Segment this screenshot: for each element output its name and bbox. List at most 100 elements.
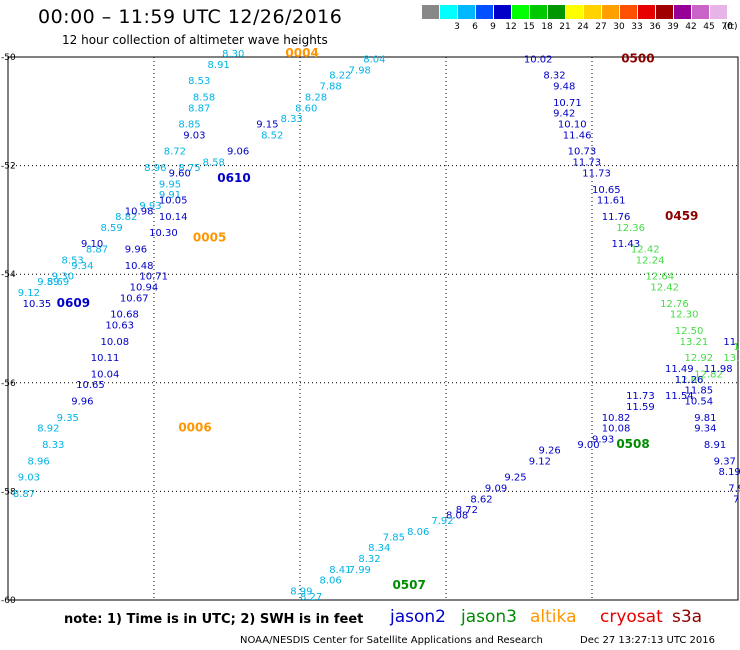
- wave-height-value: 8.33: [281, 114, 303, 125]
- wave-height-value: 10.10: [558, 120, 587, 131]
- wave-height-value: 10.98: [125, 206, 154, 217]
- wave-height-value: 11.61: [597, 196, 626, 207]
- legend-swatch: [566, 5, 583, 19]
- wave-height-value: 8.72: [164, 147, 186, 158]
- wave-height-value: 10.08: [602, 424, 631, 435]
- wave-height-value: 12.60: [675, 375, 704, 386]
- wave-height-value: 12.42: [631, 244, 660, 255]
- wave-height-value: 10.08: [100, 337, 129, 348]
- wave-height-value: 9.95: [159, 179, 181, 190]
- wave-height-value: 8.53: [188, 76, 210, 87]
- wave-height-value: 8.33: [42, 440, 64, 451]
- legend-swatch: [692, 5, 709, 19]
- wave-height-value: 8.82: [115, 212, 137, 223]
- legend-swatch: [440, 5, 457, 19]
- map-subtitle: 12 hour collection of altimeter wave hei…: [62, 33, 328, 47]
- legend-label: 9: [490, 22, 496, 32]
- wave-height-value: 9.93: [592, 435, 614, 446]
- map-title: 00:00 – 11:59 UTC 12/26/2016: [38, 6, 343, 28]
- wave-height-value: 8.19: [719, 467, 740, 478]
- wave-height-value: 9.10: [81, 239, 103, 250]
- wave-height-value: 8.96: [144, 163, 166, 174]
- wave-height-value: 11.85: [684, 386, 713, 397]
- legend-swatch: [602, 5, 619, 19]
- legend-label: 42: [685, 22, 697, 32]
- wave-height-value: 8.27: [300, 592, 322, 603]
- wave-height-value: 9.00: [577, 440, 599, 451]
- wave-height-value: 11.26: [675, 375, 704, 386]
- wave-height-value: 9.03: [183, 130, 205, 141]
- wave-height-value: 8.99: [290, 587, 312, 598]
- legend-swatch: [476, 5, 493, 19]
- wave-height-value: 9.06: [227, 147, 249, 158]
- wave-height-value: 8.06: [319, 576, 341, 587]
- wave-height-value: 11.73: [582, 168, 611, 179]
- wave-height-value: 10.71: [139, 272, 168, 283]
- wave-height-value: 8.87: [86, 244, 108, 255]
- wave-height-value: 11.73: [626, 391, 655, 402]
- wave-height-value: 9.25: [504, 473, 526, 484]
- legend-label: 45: [703, 22, 715, 32]
- wave-height-value: 7.88: [319, 82, 341, 93]
- legend-label: 6: [472, 22, 478, 32]
- wave-height-value: 9.09: [485, 483, 507, 494]
- satellite-legend-item: s3a: [672, 607, 703, 627]
- wave-height-value: 8.96: [27, 456, 49, 467]
- satellite-legend-item: jason3: [461, 607, 517, 627]
- wave-height-value: 9.12: [18, 288, 40, 299]
- wave-height-value: 13.17: [733, 342, 740, 353]
- wave-height-value: 8.06: [407, 527, 429, 538]
- lat-tick-label: -54: [1, 270, 16, 280]
- wave-height-value: 13.08: [723, 353, 740, 364]
- wave-height-value: 12.42: [650, 282, 679, 293]
- wave-height-value: 8.04: [363, 54, 385, 65]
- wave-height-value: 9.35: [57, 413, 79, 424]
- legend-label: 12: [505, 22, 517, 32]
- wave-height-value: 7.92: [728, 483, 740, 494]
- legend-label: 21: [559, 22, 571, 32]
- footer-credit: NOAA/NESDIS Center for Satellite Applica…: [240, 635, 543, 646]
- wave-height-value: 11.54: [665, 391, 694, 402]
- wave-height-value: 10.05: [159, 196, 188, 207]
- track-time-label: 0005: [193, 231, 226, 245]
- legend-swatch: [638, 5, 655, 19]
- wave-height-value: 9.96: [71, 397, 93, 408]
- wave-height-value: 8.85: [178, 120, 200, 131]
- legend-swatch: [584, 5, 601, 19]
- wave-height-value: 12.92: [684, 353, 713, 364]
- wave-height-value: 8.34: [368, 543, 390, 554]
- track-time-label: 0610: [217, 171, 250, 185]
- track-time-label: 0508: [616, 437, 649, 451]
- track-time-label: 0006: [178, 421, 211, 435]
- legend-swatch: [674, 5, 691, 19]
- wave-height-value: 9.42: [553, 109, 575, 120]
- wave-height-value: 10.02: [524, 54, 553, 65]
- wave-height-value: 8.59: [100, 223, 122, 234]
- wave-height-value: 12.24: [636, 255, 665, 266]
- satellite-legend-item: jason2: [390, 607, 446, 627]
- wave-height-value: 9.34: [694, 424, 716, 435]
- units-note: note: 1) Time is in UTC; 2) SWH is in fe…: [64, 612, 364, 627]
- wave-height-value: 8.58: [203, 158, 225, 169]
- wave-height-value: 10.73: [568, 147, 597, 158]
- wave-height-value: 8.60: [295, 103, 317, 114]
- wave-height-value: 12.30: [670, 310, 699, 321]
- wave-height-value: 8.92: [37, 424, 59, 435]
- wave-height-value: 9.03: [18, 473, 40, 484]
- wave-height-value: 9.26: [538, 445, 560, 456]
- legend-unit: (ft): [724, 22, 738, 32]
- wave-height-value: 9.34: [71, 261, 93, 272]
- wave-height-value: 10.14: [159, 212, 188, 223]
- legend-swatch: [710, 5, 727, 19]
- map-frame: [7, 56, 739, 601]
- legend-label: 18: [541, 22, 553, 32]
- wave-height-value: 8.87: [13, 489, 35, 500]
- wave-height-value: 7.99: [349, 565, 371, 576]
- track-time-label: 0004: [285, 46, 318, 60]
- wave-height-value: 8.72: [456, 505, 478, 516]
- wave-height-value: 10.94: [130, 282, 159, 293]
- legend-label: 24: [577, 22, 589, 32]
- wave-height-value: 13.21: [680, 337, 709, 348]
- wave-height-value: 10.82: [602, 413, 631, 424]
- wave-height-value: 8.32: [543, 71, 565, 82]
